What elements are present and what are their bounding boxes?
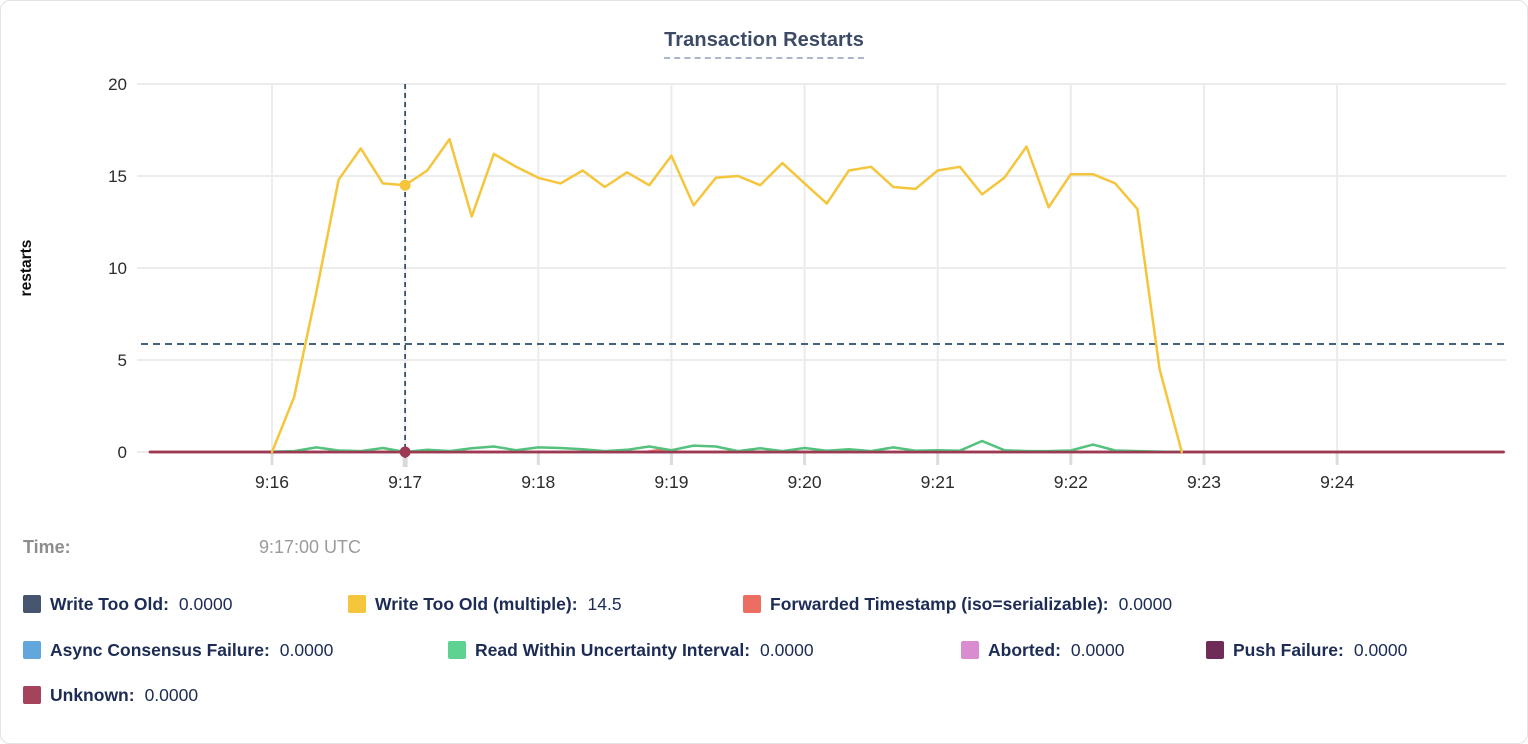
series-line xyxy=(270,137,1184,454)
legend-swatch xyxy=(961,641,979,659)
transaction-restarts-chart[interactable]: 0 5 10 15 20 9:16 9:17 9:18 9:19 9:20 9:21 9:22 9:23… xyxy=(1,1,1527,521)
legend-value: 0.0000 xyxy=(279,639,334,660)
x-tick-label: 9:18 xyxy=(521,472,555,492)
legend-label: Async Consensus Failure: xyxy=(50,639,270,660)
legend-value: 0.0000 xyxy=(760,639,814,660)
legend-item: Read Within Uncertainty Interval: 0.0000 xyxy=(448,638,814,662)
legend-swatch xyxy=(743,595,761,613)
x-tick-label: 9:17 xyxy=(388,472,422,492)
legend-item: Unknown: 0.0000 xyxy=(23,683,198,707)
legend-label: Write Too Old: xyxy=(50,593,169,614)
x-tick-label: 9:23 xyxy=(1187,472,1221,492)
legend-swatch xyxy=(23,595,41,613)
chart-title[interactable]: Transaction Restarts xyxy=(1,29,1527,59)
legend-item: Aborted: 0.0000 xyxy=(961,638,1124,662)
legend-swatch xyxy=(1206,641,1224,659)
legend-swatch xyxy=(448,641,466,659)
legend-value: 0.0000 xyxy=(1353,639,1408,660)
x-tick-label: 9:20 xyxy=(788,472,822,492)
y-tick-label: 0 xyxy=(118,443,127,462)
x-tick-label: 9:16 xyxy=(255,472,289,492)
legend-label: Aborted: xyxy=(988,639,1061,660)
legend-label: Forwarded Timestamp (iso=serializable): xyxy=(770,593,1109,614)
y-axis-label: restarts xyxy=(18,240,35,297)
legend-value: 14.5 xyxy=(587,593,622,614)
time-value: 9:17:00 UTC xyxy=(259,537,362,557)
hover-point xyxy=(399,179,411,191)
y-tick-label: 5 xyxy=(118,351,127,370)
chart-title-text: Transaction Restarts xyxy=(664,29,864,59)
legend-value: 0.0000 xyxy=(1118,593,1173,614)
legend-item: Write Too Old (multiple): 14.5 xyxy=(348,592,622,616)
legend-swatch xyxy=(23,686,41,704)
legend-label: Unknown: xyxy=(50,684,135,705)
legend-item: Write Too Old: 0.0000 xyxy=(23,592,232,616)
x-tick-label: 9:24 xyxy=(1320,472,1354,492)
legend-value: 0.0000 xyxy=(178,593,233,614)
legend-label: Read Within Uncertainty Interval: xyxy=(475,639,751,660)
legend-swatch xyxy=(348,595,366,613)
legend-swatch xyxy=(23,641,41,659)
x-tick-label: 9:22 xyxy=(1054,472,1088,492)
y-tick-label: 10 xyxy=(108,259,127,278)
legend-value: 0.0000 xyxy=(1070,639,1125,660)
legend-item: Push Failure: 0.0000 xyxy=(1206,638,1407,662)
y-tick-label: 15 xyxy=(108,167,127,186)
hover-point xyxy=(399,446,411,458)
hover-time-row: Time: 9:17:00 UTC xyxy=(23,537,361,558)
time-label: Time: xyxy=(23,537,71,557)
legend-item: Forwarded Timestamp (iso=serializable): 0… xyxy=(743,592,1172,616)
legend-value: 0.0000 xyxy=(144,684,199,705)
x-tick-label: 9:19 xyxy=(654,472,688,492)
legend-item: Async Consensus Failure: 0.0000 xyxy=(23,638,333,662)
legend-label: Write Too Old (multiple): xyxy=(375,593,578,614)
legend-label: Push Failure: xyxy=(1233,639,1344,660)
x-tick-label: 9:21 xyxy=(921,472,955,492)
y-tick-label: 20 xyxy=(108,75,127,94)
